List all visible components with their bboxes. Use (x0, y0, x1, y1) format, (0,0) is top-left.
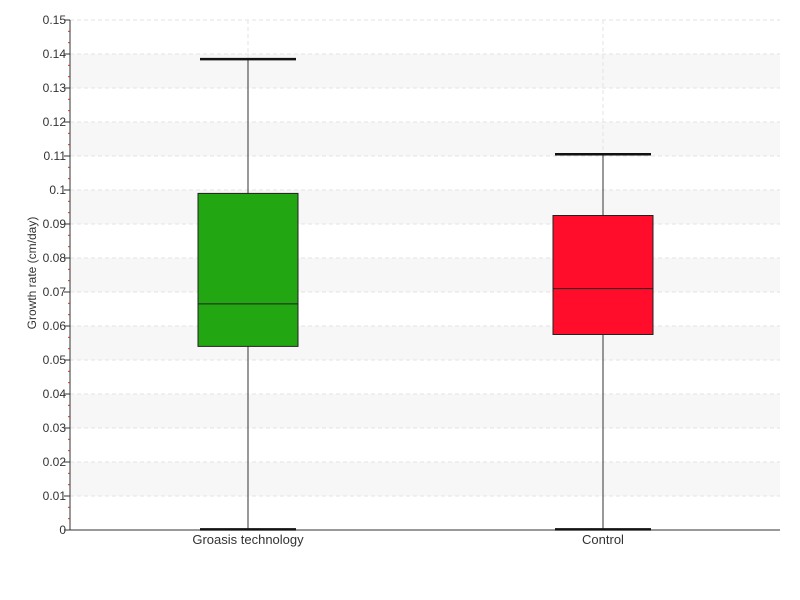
y-tick-label: 0.12 (43, 115, 67, 129)
y-tick-label: 0.1 (49, 183, 66, 197)
y-axis-ticks: 0 0.01 0.02 0.03 0.04 0.05 0.06 0.07 0.08 0.09 0.1… (43, 13, 70, 537)
box-series (197, 57, 654, 531)
y-tick-label: 0.09 (43, 217, 67, 231)
grid-band (70, 462, 780, 496)
y-tick-label: 0.11 (44, 149, 67, 163)
y-tick-label: 0.05 (43, 353, 67, 367)
y-tick-label: 0.07 (43, 285, 67, 299)
alternating-bands (70, 54, 780, 496)
y-tick-label: 0.13 (43, 81, 67, 95)
x-category-label: Groasis technology (192, 532, 304, 547)
grid-band (70, 326, 780, 360)
y-tick-label: 0.04 (43, 387, 67, 401)
x-category-label: Control (582, 532, 624, 547)
y-tick-label: 0.03 (43, 421, 67, 435)
y-tick-label: 0.14 (43, 47, 67, 61)
box-control (552, 153, 654, 531)
grid-band (70, 394, 780, 428)
y-tick-label: 0 (59, 523, 66, 537)
y-tick-label: 0.02 (43, 455, 67, 469)
iqr-box (552, 215, 654, 335)
y-tick-label: 0.08 (43, 251, 67, 265)
y-tick-label: 0.06 (43, 319, 67, 333)
grid-band (70, 190, 780, 224)
box-groasis-technology (197, 57, 299, 531)
grid-band (70, 54, 780, 88)
y-axis-title: Growth rate (cm/day) (25, 217, 39, 330)
y-tick-label: 0.01 (43, 489, 67, 503)
y-tick-label: 0.15 (43, 13, 67, 27)
grid-band (70, 258, 780, 292)
iqr-box (197, 192, 299, 347)
x-axis-labels: Groasis technology Control (192, 532, 624, 547)
axes (69, 20, 780, 531)
grid-band (70, 122, 780, 156)
